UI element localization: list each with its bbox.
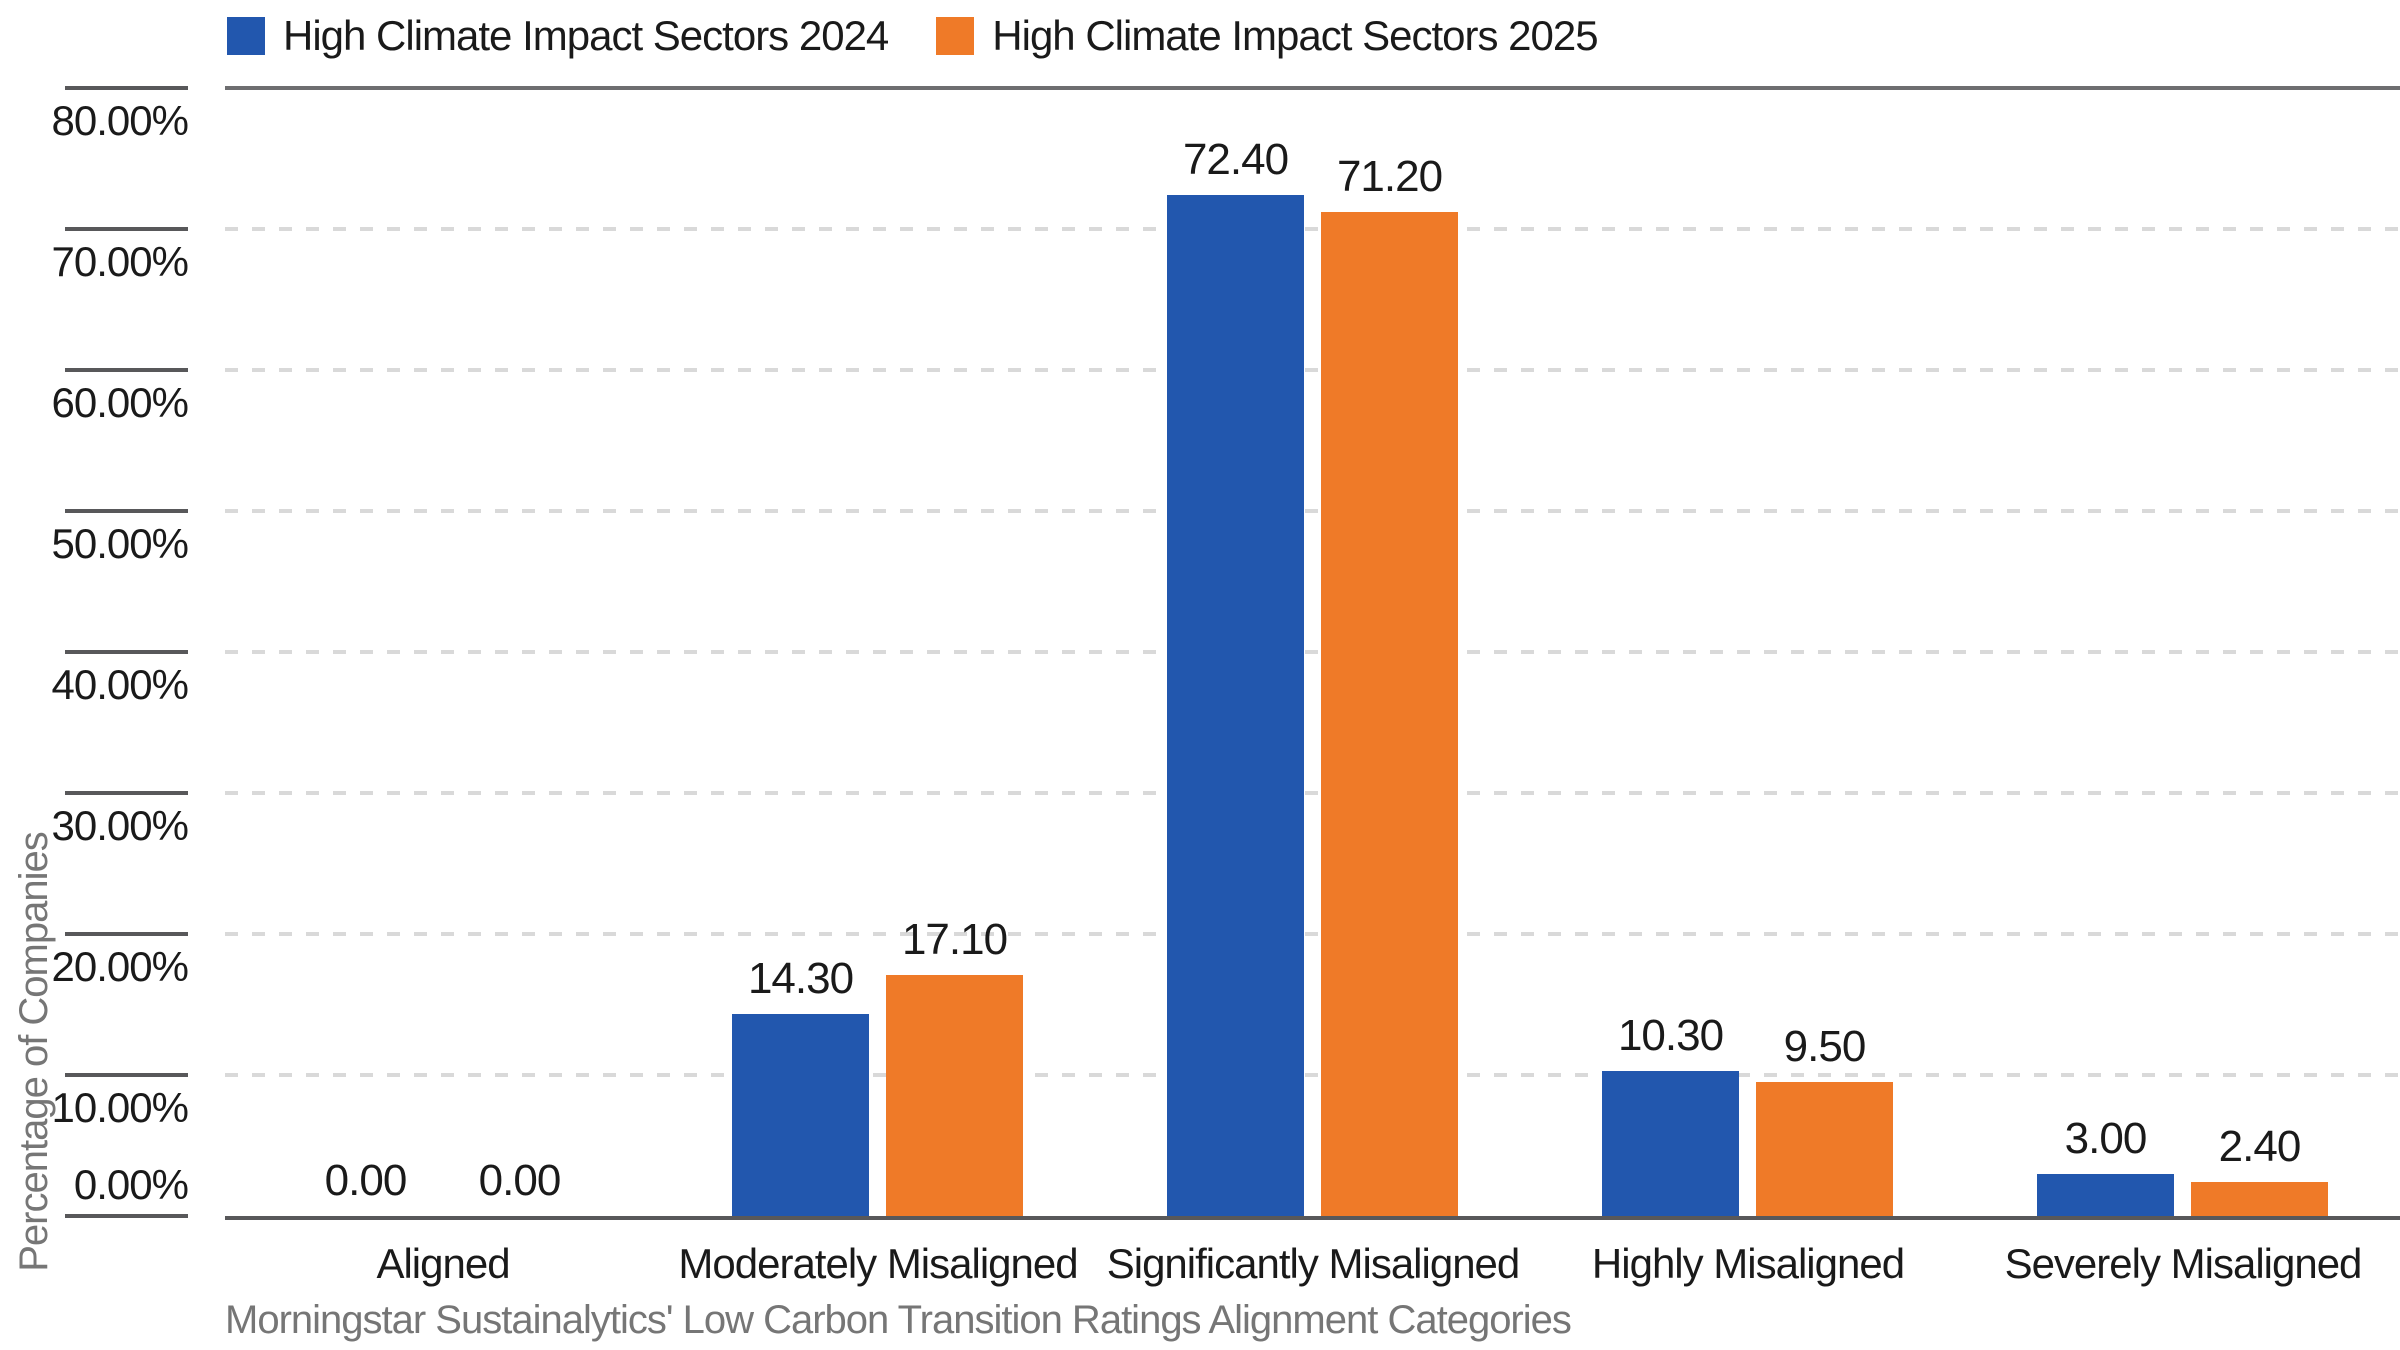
chart-legend: High Climate Impact Sectors 2024 High Cli…	[227, 12, 1599, 59]
x-category-label-significantly-misaligned: Significantly Misaligned	[1106, 1240, 1521, 1287]
legend-item-2025: High Climate Impact Sectors 2025	[936, 12, 1599, 59]
gridline-70	[225, 227, 2400, 231]
value-label-2025-significantly-misaligned: 71.20	[1336, 152, 1443, 202]
x-category-label-aligned: Aligned	[376, 1240, 510, 1287]
bar-2025-moderately-misaligned	[886, 974, 1023, 1216]
y-tick-mark-20	[65, 932, 188, 936]
value-label-2024-aligned: 0.00	[324, 1156, 408, 1205]
value-label-2025-severely-misaligned: 2.40	[2218, 1122, 2302, 1172]
gridline-50	[225, 509, 2400, 513]
y-tick-label-40: 40.00%	[51, 661, 189, 708]
y-axis-title: Percentage of Companies	[12, 832, 56, 1272]
y-tick-mark-10	[65, 1073, 188, 1077]
bar-2024-significantly-misaligned	[1167, 195, 1304, 1216]
y-tick-label-10: 10.00%	[51, 1084, 189, 1131]
y-tick-label-20: 20.00%	[51, 943, 189, 990]
y-tick-label-50: 50.00%	[51, 520, 189, 567]
y-tick-mark-80	[65, 86, 188, 90]
legend-label-2025: High Climate Impact Sectors 2025	[992, 12, 1598, 59]
gridline-60	[225, 368, 2400, 372]
legend-item-2024: High Climate Impact Sectors 2024	[227, 12, 889, 59]
y-tick-label-0: 0.00%	[73, 1161, 189, 1208]
x-category-label-moderately-misaligned: Moderately Misaligned	[678, 1240, 1078, 1287]
gridline-10	[225, 1073, 2400, 1077]
y-tick-mark-70	[65, 227, 188, 231]
gridline-40	[225, 650, 2400, 654]
y-tick-mark-50	[65, 509, 188, 513]
value-label-2025-aligned: 0.00	[478, 1156, 562, 1205]
y-tick-mark-0	[65, 1214, 188, 1218]
x-axis-caption: Morningstar Sustainalytics' Low Carbon T…	[225, 1298, 1572, 1342]
plot-top-line	[225, 86, 2400, 90]
y-tick-label-60: 60.00%	[51, 379, 189, 426]
value-label-2024-moderately-misaligned: 14.30	[747, 954, 854, 1004]
bar-2024-highly-misaligned	[1602, 1070, 1739, 1216]
value-label-2025-highly-misaligned: 9.50	[1783, 1022, 1867, 1072]
legend-swatch-2025	[936, 17, 975, 55]
y-tick-mark-40	[65, 650, 188, 654]
bar-2025-highly-misaligned	[1756, 1082, 1893, 1216]
gridline-20	[225, 932, 2400, 936]
legend-label-2024: High Climate Impact Sectors 2024	[283, 12, 889, 59]
x-category-label-highly-misaligned: Highly Misaligned	[1591, 1240, 1905, 1287]
y-tick-mark-30	[65, 791, 188, 795]
value-label-2024-severely-misaligned: 3.00	[2064, 1113, 2148, 1163]
bar-2025-significantly-misaligned	[1321, 212, 1458, 1216]
x-category-label-severely-misaligned: Severely Misaligned	[2004, 1240, 2363, 1287]
value-label-2024-significantly-misaligned: 72.40	[1182, 135, 1289, 185]
value-label-2024-highly-misaligned: 10.30	[1617, 1010, 1724, 1060]
y-tick-label-30: 30.00%	[51, 802, 189, 849]
y-tick-label-80: 80.00%	[51, 97, 189, 144]
bar-2024-moderately-misaligned	[732, 1014, 869, 1216]
y-tick-mark-60	[65, 368, 188, 372]
value-label-2025-moderately-misaligned: 17.10	[901, 914, 1008, 964]
bar-2024-severely-misaligned	[2037, 1173, 2174, 1216]
gridline-30	[225, 791, 2400, 795]
y-tick-label-70: 70.00%	[51, 238, 189, 285]
legend-swatch-2024	[227, 17, 265, 55]
x-axis-baseline	[225, 1216, 2400, 1220]
bar-2025-severely-misaligned	[2191, 1182, 2328, 1216]
